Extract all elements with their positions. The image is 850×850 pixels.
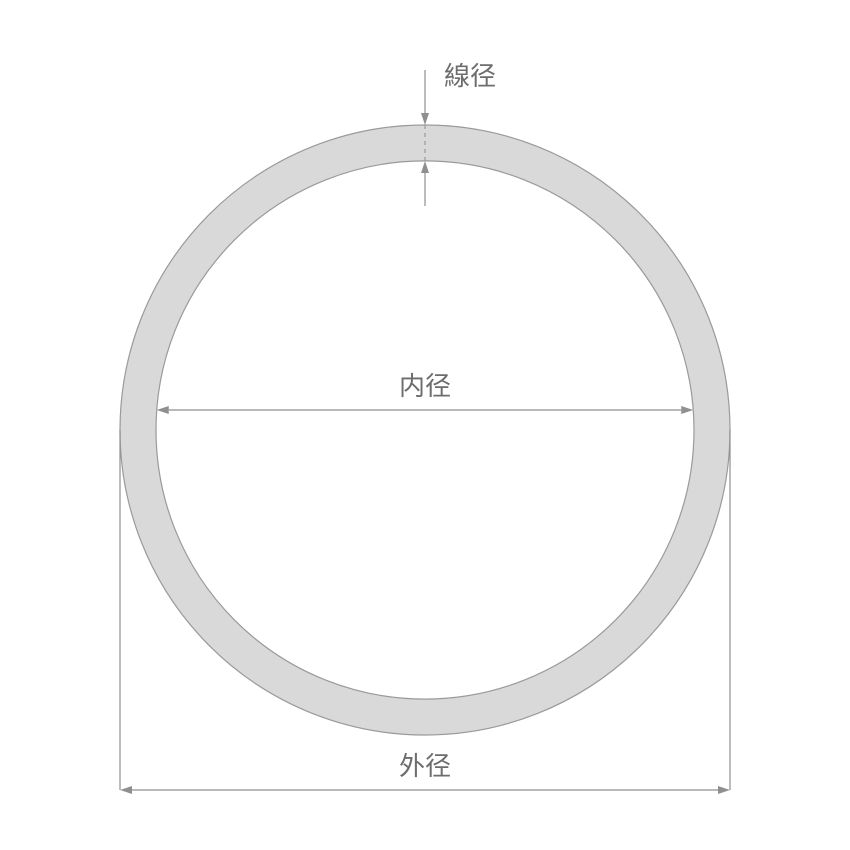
arrowhead: [421, 113, 429, 125]
arrowhead: [157, 406, 169, 414]
arrowhead: [421, 161, 429, 173]
ring-shape: [120, 125, 730, 735]
arrowhead: [681, 406, 693, 414]
wire-diameter-label: 線径: [444, 61, 496, 91]
arrowhead: [120, 786, 132, 794]
arrowhead: [718, 786, 730, 794]
ring-dimension-diagram: 内径外径 線径: [0, 0, 850, 850]
inner-diameter-label: 内径: [399, 371, 451, 401]
outer-diameter-label: 外径: [399, 751, 451, 781]
